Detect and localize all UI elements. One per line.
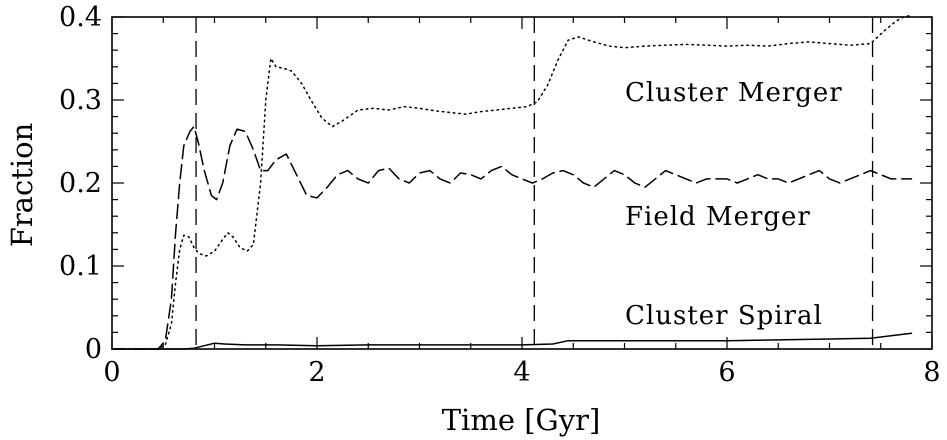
- x-tick-label: 8: [923, 357, 940, 388]
- tick-labels-group: 0 2 4 6 8 0 0.1 0.2 0.3 0.4: [59, 2, 941, 388]
- x-tick-label: 2: [308, 357, 325, 388]
- annotation-cluster-spiral: Cluster Spiral: [625, 301, 823, 331]
- annotation-field-merger: Field Merger: [625, 202, 811, 232]
- series-line-cluster-spiral: [111, 332, 913, 350]
- annotation-cluster-merger: Cluster Merger: [625, 78, 843, 108]
- y-tick-label: 0.2: [59, 168, 102, 199]
- plot-frame-group: [111, 16, 933, 350]
- x-tick-label: 4: [513, 357, 530, 388]
- x-tick-label: 6: [718, 357, 735, 388]
- y-tick-label: 0.4: [59, 2, 102, 33]
- x-tick-label: 0: [103, 357, 120, 388]
- series-line-field-merger: [111, 125, 913, 350]
- series-line-cluster-merger: [111, 14, 913, 350]
- y-tick-label: 0.1: [59, 251, 102, 282]
- y-tick-label: 0.3: [59, 85, 102, 116]
- series-group: [111, 14, 913, 350]
- ticks-group: [111, 16, 933, 350]
- x-axis-title: Time [Gyr]: [442, 403, 601, 437]
- y-axis-title: Fraction: [5, 123, 39, 248]
- plot-frame: [111, 16, 933, 350]
- vertical-lines-group: [195, 17, 874, 349]
- y-tick-label: 0: [85, 334, 102, 365]
